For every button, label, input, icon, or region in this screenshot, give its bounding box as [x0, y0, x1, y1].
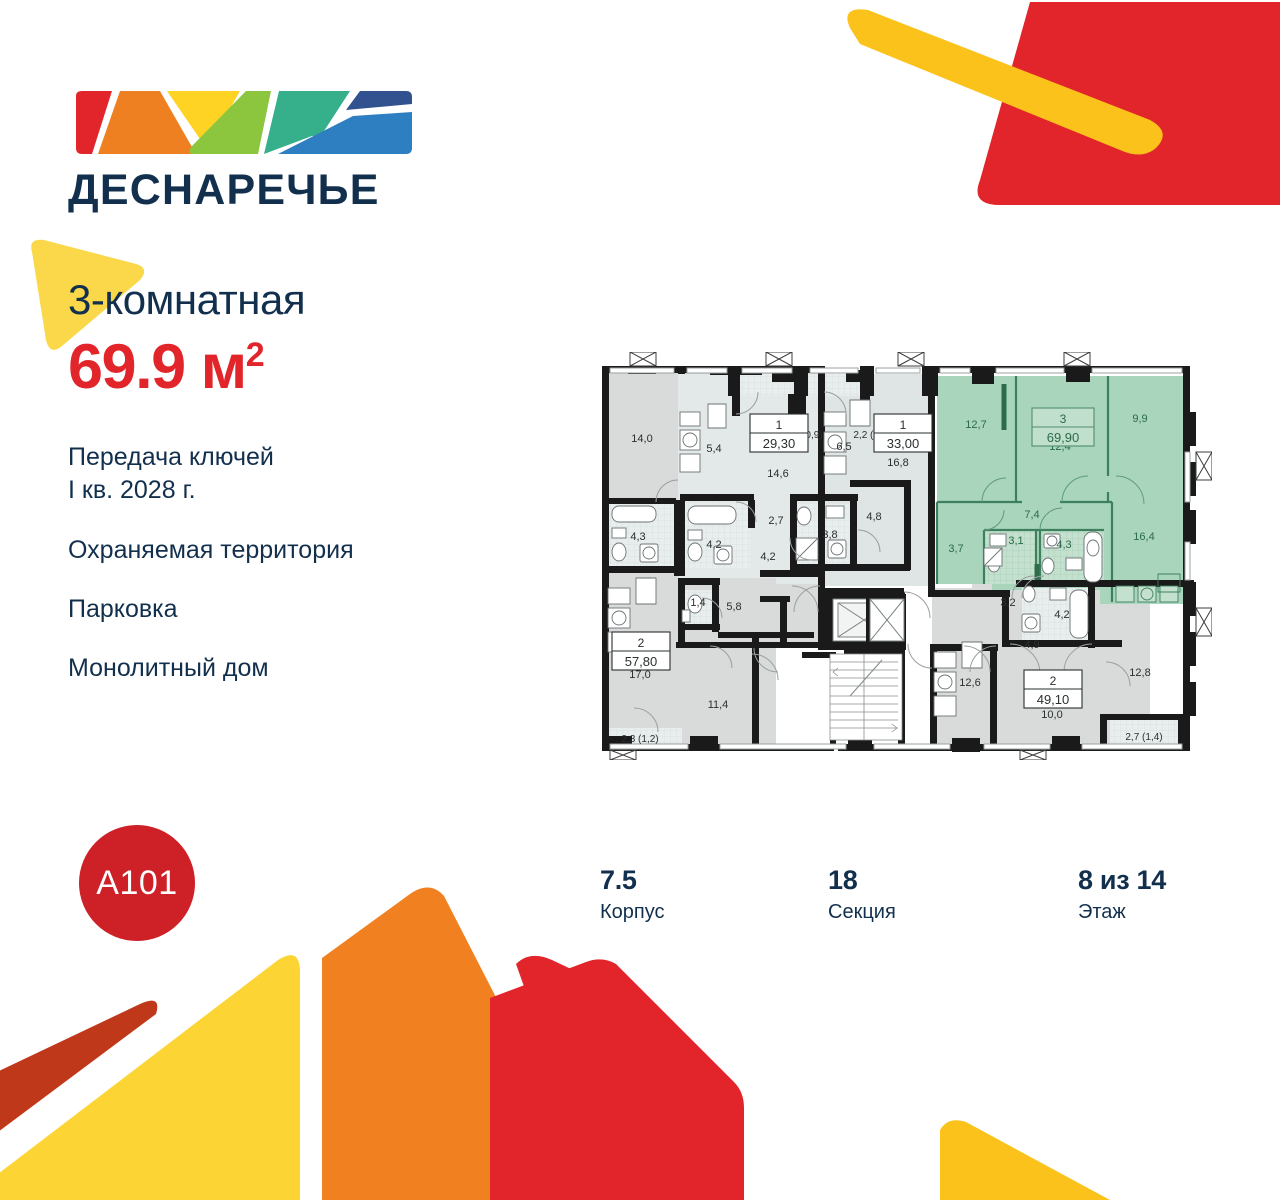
feature-monolithic-house: Монолитный дом: [68, 654, 269, 683]
feature-keys-line2: I кв. 2028 г.: [68, 476, 196, 505]
apartment-badge-2-5780: 2 57,80: [611, 631, 671, 671]
room-label-3-8: 3,8: [822, 529, 837, 541]
room-label-11-4: 11,4: [708, 699, 729, 711]
brand-logo: ДЕСНАРЕЧЬЕ: [68, 88, 418, 212]
fixtures: [611, 505, 1103, 639]
door-swings: [633, 391, 1131, 733]
korpus-value: 7.5: [600, 865, 637, 895]
feature-secured-territory: Охраняемая территория: [68, 535, 354, 564]
room-label-4-2-b: 4,2: [760, 551, 775, 563]
apartment-area-2: 33,00: [887, 436, 920, 451]
building-core: [828, 594, 906, 741]
room-label-2-7: 2,7: [768, 515, 783, 527]
room-label-2-7-balcony: 2,7 (1,4): [1125, 732, 1162, 743]
floorplan[interactable]: 14,0 5,4 1,8 (0,9) 2,2 (1,1) 14,6 6,5 16…: [592, 352, 1212, 760]
brand-name: ДЕСНАРЕЧЬЕ: [68, 166, 380, 214]
apartment-area-4: 57,80: [625, 654, 658, 669]
kitchen-units: [607, 399, 983, 717]
staircase-icon: [829, 653, 903, 741]
apartment-badge-1-2930: 1 29,30: [749, 413, 809, 453]
room-label-2-2: 2,2 (1,1): [853, 430, 890, 441]
room-label-14-0: 14,0: [631, 433, 652, 445]
room-label-2-3: 2,3 (1,2): [621, 734, 658, 745]
room-label-12-6: 12,6: [959, 677, 980, 689]
apartment-rooms-4: 2: [638, 636, 645, 650]
room-label-12-7: 12,7: [965, 419, 986, 431]
apartment-badge-3-6990: 3 69,90: [1031, 407, 1095, 447]
windows: [609, 367, 1191, 750]
area-number: 69.9: [68, 332, 186, 403]
room-label-4-9: 4,9: [1024, 639, 1039, 651]
room-label-9-9: 9,9: [1132, 413, 1147, 425]
feature-keys-handover: Передача ключей I кв. 2028 г.: [68, 441, 538, 508]
room-label-16-4: 16,4: [1133, 531, 1154, 543]
floor-value: 8 из 14: [1078, 865, 1166, 895]
decoration-bottom-left: [0, 880, 660, 1200]
room-label-5-8: 5,8: [726, 601, 741, 613]
feature-parking: Парковка: [68, 594, 178, 623]
room-label-3-2: 3,2: [1000, 597, 1015, 609]
room-label-17-0: 17,0: [629, 669, 650, 681]
room-label-7-4: 7,4: [1024, 509, 1039, 521]
meta-section: 18 Секция: [828, 865, 896, 924]
section-label: Секция: [828, 900, 896, 923]
room-label-4-3-green: 4,3: [1056, 539, 1071, 551]
room-label-4-2-a: 4,2: [706, 539, 721, 551]
room-label-4-3-left: 4,3: [630, 531, 645, 543]
korpus-label: Корпус: [600, 900, 665, 923]
room-label-16-8: 16,8: [887, 457, 908, 469]
apartment-rooms-1: 1: [776, 418, 783, 432]
area-exponent: 2: [245, 336, 265, 375]
a101-badge-label: A101: [96, 863, 178, 902]
apartment-rooms-title: 3-комнатная: [68, 276, 306, 323]
balcony-markers: [609, 352, 1212, 760]
room-label-3-1: 3,1: [1008, 535, 1023, 547]
room-label-6-5: 6,5: [836, 441, 851, 453]
apartment-badges: 1 29,30 1 33,00 3 69,90 2 57,80 2 49,10: [611, 407, 1095, 709]
apartment-rooms-3: 3: [1060, 412, 1067, 426]
feature-list: Передача ключей I кв. 2028 г. Охраняемая…: [68, 441, 538, 685]
room-label-1-4: 1,4: [690, 597, 705, 609]
meta-korpus: 7.5 Корпус: [600, 865, 665, 924]
area-unit: м: [200, 332, 248, 403]
room-label-14-6: 14,6: [767, 468, 788, 480]
yellow-triangle-accent-icon: [31, 239, 145, 350]
section-value: 18: [828, 865, 858, 895]
floor-label: Этаж: [1078, 900, 1126, 923]
room-label-5-4: 5,4: [706, 443, 721, 455]
logo-mark-icon: [76, 91, 412, 154]
room-label-4-8: 4,8: [866, 511, 881, 523]
apartment-area-5: 49,10: [1037, 692, 1070, 707]
apartment-area-3: 69,90: [1047, 430, 1080, 445]
apartment-badge-1-3300: 1 33,00: [873, 413, 933, 453]
facade-columns: [606, 370, 1196, 752]
decoration-bottom-right: [490, 950, 1280, 1200]
floorplan-svg: 14,0 5,4 1,8 (0,9) 2,2 (1,1) 14,6 6,5 16…: [602, 352, 1212, 760]
apartment-area-1: 29,30: [763, 436, 796, 451]
apartment-area: 69.9 м2: [68, 336, 538, 399]
room-label-10-0: 10,0: [1041, 709, 1062, 721]
room-label-4-2-c: 4,2: [1054, 609, 1069, 621]
apartment-rooms-5: 2: [1050, 674, 1057, 688]
decoration-top-right: [820, 0, 1280, 210]
room-label-12-8: 12,8: [1129, 667, 1150, 679]
meta-floor: 8 из 14 Этаж: [1078, 865, 1166, 924]
apartment-badge-2-4910: 2 49,10: [1023, 669, 1083, 709]
door-swings-highlight: [981, 475, 1145, 531]
a101-developer-badge[interactable]: A101: [79, 825, 195, 941]
feature-keys-line1: Передача ключей: [68, 443, 274, 472]
kitchen-units-highlight: [1115, 573, 1181, 603]
apartment-rooms-2: 1: [900, 418, 907, 432]
room-label-3-7: 3,7: [948, 543, 963, 555]
